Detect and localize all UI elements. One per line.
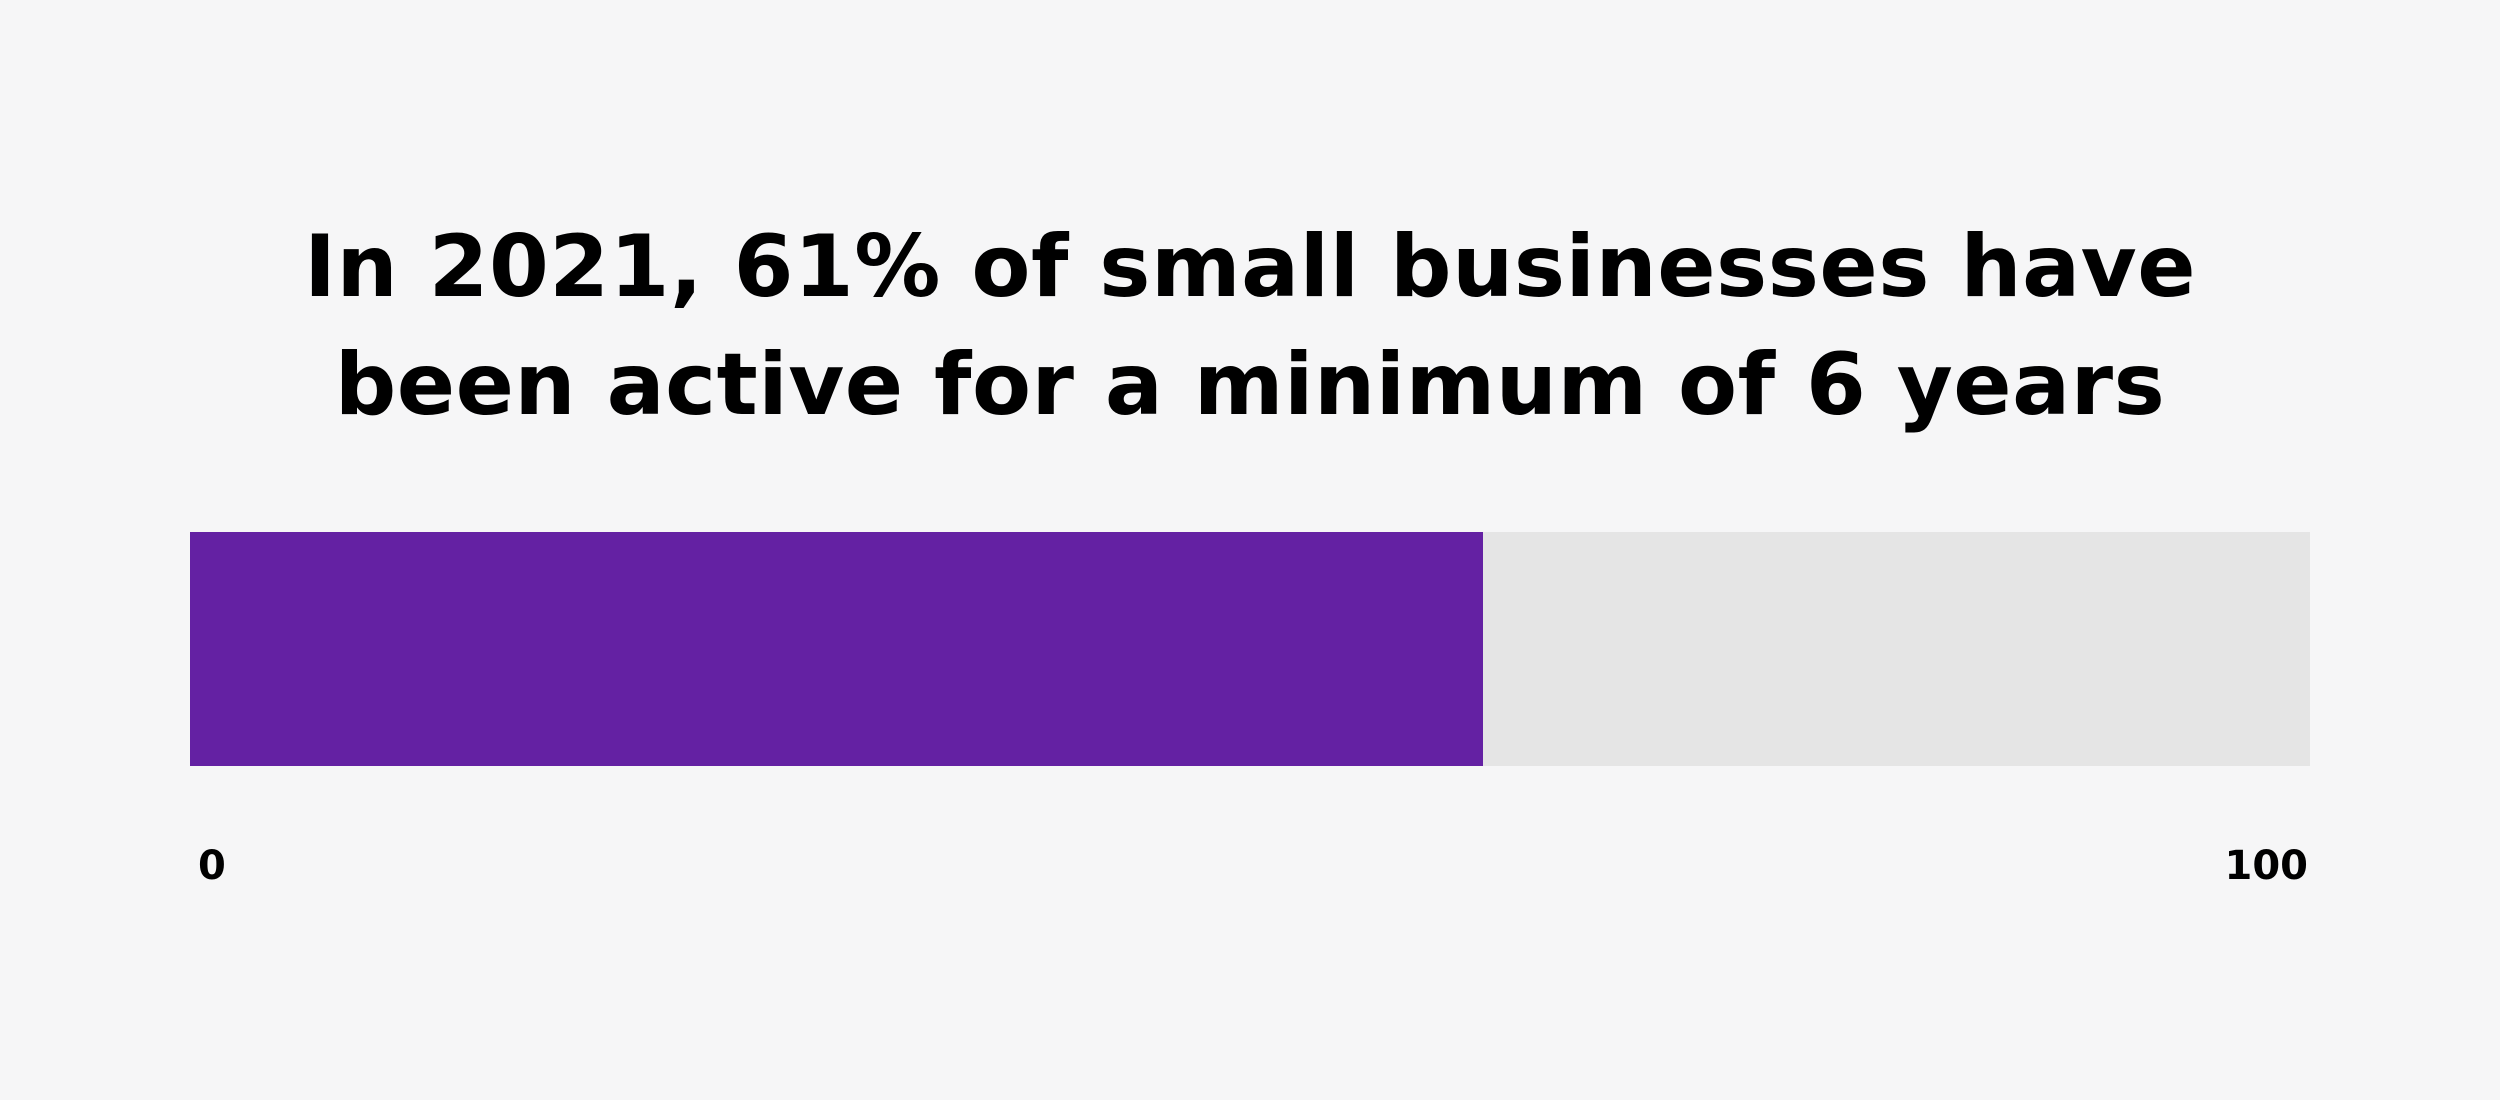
- chart-title-line-1: In 2021, 61% of small businesses have: [303, 217, 2197, 317]
- chart-title-line-2: been active for a minimum of 6 years: [334, 335, 2166, 435]
- chart-title: In 2021, 61% of small businesses have be…: [0, 208, 2500, 444]
- progress-track: [190, 532, 2310, 766]
- axis-min-label: 0: [198, 843, 226, 889]
- progress-fill-bar: [190, 532, 1484, 766]
- axis-max-label: 100: [2224, 843, 2309, 889]
